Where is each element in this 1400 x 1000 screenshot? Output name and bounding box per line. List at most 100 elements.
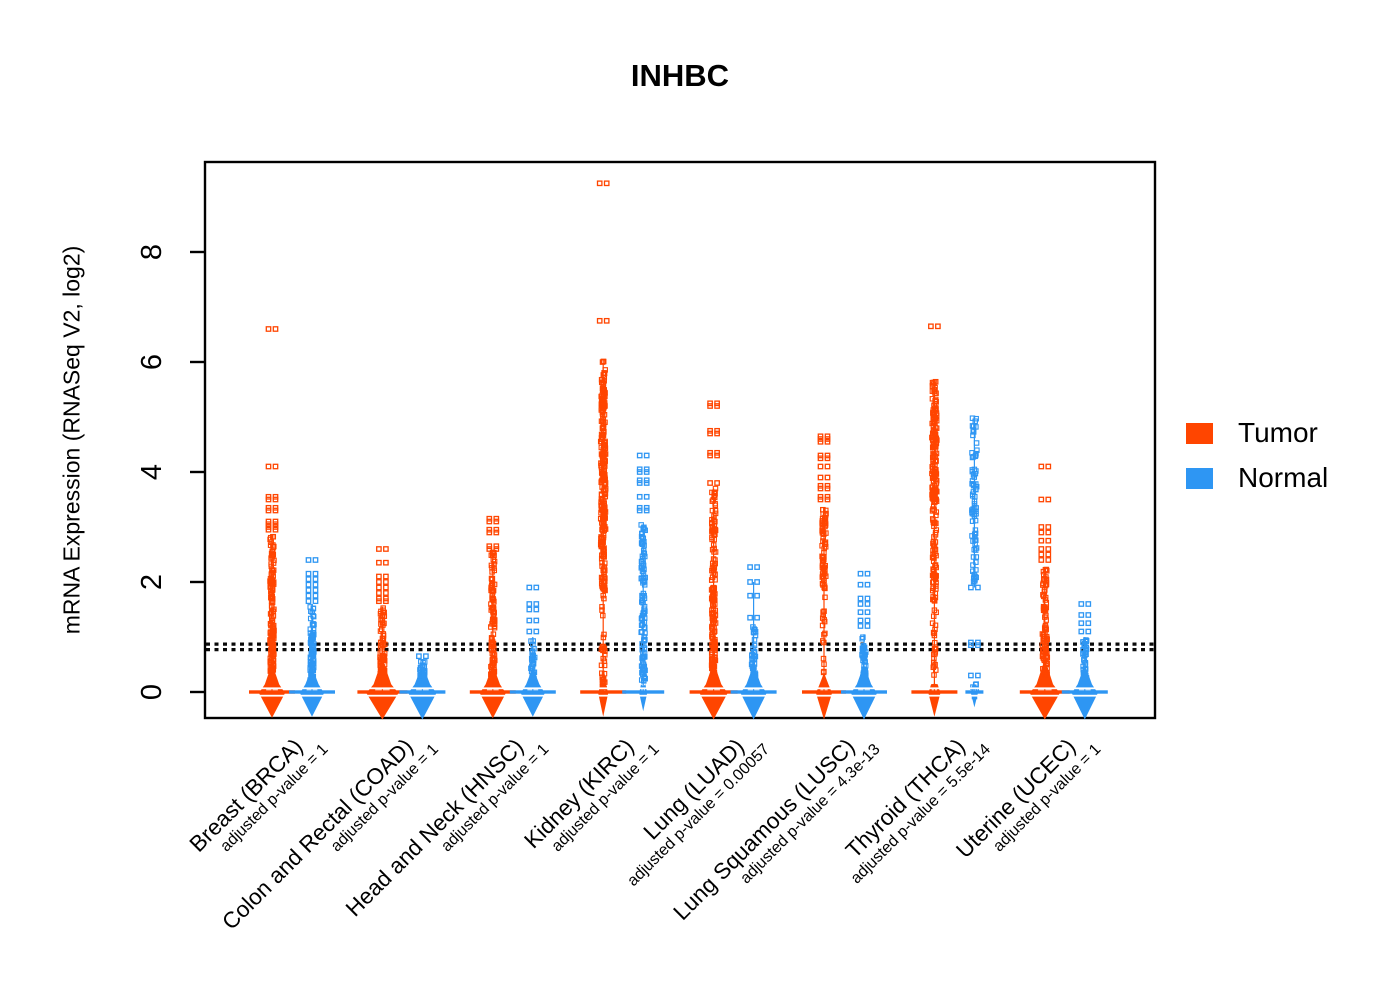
data-point — [270, 667, 277, 673]
data-point — [931, 419, 937, 425]
data-point — [820, 655, 827, 662]
data-point — [491, 623, 498, 629]
data-point — [710, 619, 716, 626]
data-point — [822, 630, 828, 637]
data-point — [600, 634, 607, 641]
data-point — [270, 663, 277, 670]
data-point — [1039, 653, 1046, 660]
strip-LUSC-tumor — [802, 433, 846, 720]
data-point — [969, 478, 976, 484]
data-point — [641, 550, 648, 557]
data-point — [822, 520, 829, 527]
data-point — [712, 655, 718, 661]
outlier-point — [968, 584, 974, 591]
data-point — [709, 626, 716, 632]
data-point — [971, 571, 977, 578]
outlier-point — [603, 180, 610, 187]
median-gap — [1061, 694, 1108, 697]
data-point — [417, 664, 424, 671]
median-gap — [249, 687, 295, 690]
outlier-point — [596, 180, 603, 187]
data-point — [932, 622, 939, 629]
median-gap — [399, 687, 446, 690]
data-point — [1081, 658, 1088, 664]
data-point — [932, 379, 939, 385]
data-point — [602, 487, 609, 493]
strip-HNSC-normal — [509, 584, 556, 717]
outlier-point — [1078, 612, 1085, 618]
data-point — [598, 499, 604, 505]
outlier-point — [643, 493, 650, 500]
data-point — [930, 452, 937, 459]
outlier-point — [1038, 557, 1045, 563]
data-point — [821, 531, 827, 537]
y-tick-label: 6 — [136, 354, 168, 370]
outlier-point — [486, 526, 493, 533]
outlier-point — [272, 504, 279, 511]
median-gap — [1061, 687, 1108, 690]
data-point — [819, 571, 826, 577]
outlier-point — [312, 598, 319, 605]
median-gap — [911, 687, 958, 690]
data-point — [931, 632, 938, 639]
data-point — [489, 662, 496, 669]
data-point — [1040, 572, 1047, 578]
data-point — [602, 648, 608, 655]
data-point — [602, 652, 608, 658]
data-point — [822, 539, 829, 545]
data-point — [1080, 647, 1086, 653]
x-label-5: Lung Squamous (LUSC)adjusted p-value = 4… — [669, 734, 884, 925]
median-gap — [841, 694, 887, 697]
data-point — [268, 572, 275, 578]
median-line — [580, 690, 627, 694]
data-point — [861, 652, 868, 658]
median-gap — [730, 687, 777, 690]
outlier-point — [817, 463, 824, 470]
data-point — [861, 658, 868, 665]
strip-COAD-tumor — [357, 546, 408, 720]
data-point — [931, 388, 938, 395]
data-point — [270, 551, 277, 558]
data-point — [1042, 658, 1049, 665]
data-point — [600, 448, 606, 455]
median-line — [289, 690, 335, 694]
data-point — [381, 657, 388, 664]
outlier-point — [975, 672, 981, 679]
data-point — [489, 616, 496, 623]
data-point — [933, 579, 939, 586]
data-point — [600, 523, 607, 529]
data-point — [750, 666, 757, 673]
median-line — [357, 690, 408, 694]
data-point — [1044, 568, 1050, 574]
median-gap — [509, 687, 556, 690]
data-point — [598, 496, 605, 502]
outlier-point — [526, 617, 533, 624]
data-point — [970, 554, 977, 560]
outlier-point — [754, 592, 760, 599]
data-point — [930, 585, 936, 592]
data-point — [820, 669, 827, 676]
median-gap — [730, 694, 777, 697]
data-point — [641, 595, 648, 602]
data-point — [640, 610, 647, 616]
median-gap — [469, 694, 516, 697]
outlier-point — [383, 546, 389, 552]
normal-swatch-icon — [1186, 467, 1213, 489]
data-point — [488, 601, 494, 607]
data-point — [310, 643, 316, 650]
data-point — [929, 484, 935, 491]
strip-LUSC-normal — [841, 570, 887, 720]
outlier-point — [265, 493, 272, 500]
data-point — [712, 638, 718, 645]
median-gap — [399, 694, 446, 697]
legend-item-normal: Normal — [1186, 462, 1328, 494]
outlier-point — [714, 449, 720, 456]
data-point — [751, 637, 758, 643]
outlier-point — [312, 592, 319, 599]
median-gap — [357, 694, 408, 697]
data-point — [418, 670, 424, 676]
outlier-point — [376, 584, 382, 591]
outlier-point — [714, 480, 720, 486]
data-point — [930, 447, 936, 453]
outlier-point — [376, 573, 382, 580]
